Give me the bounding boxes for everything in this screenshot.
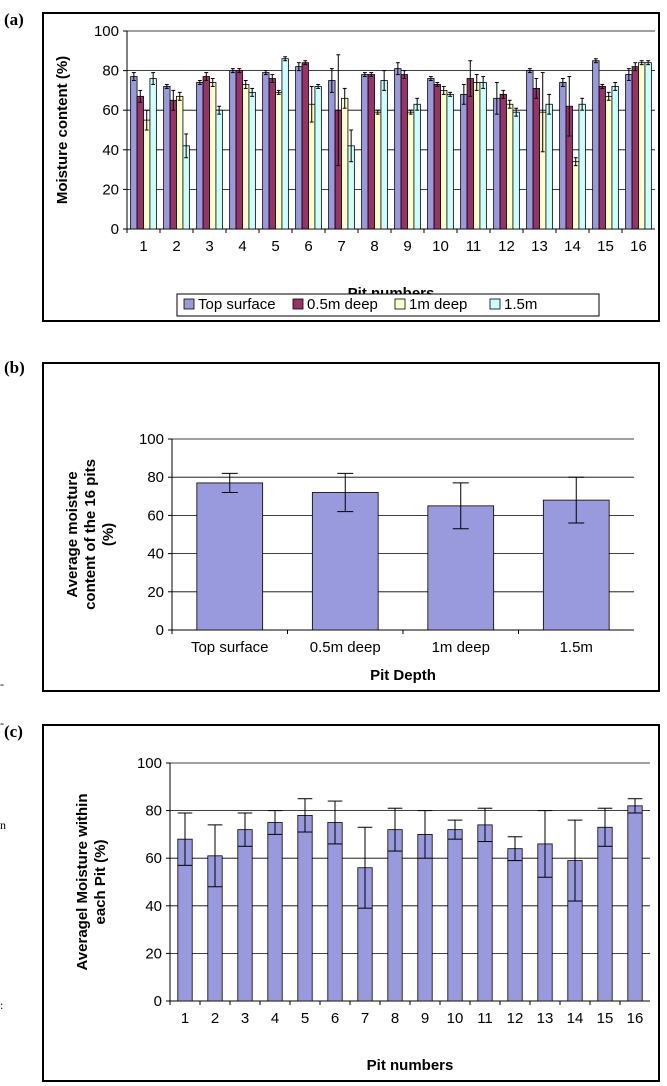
y-axis-title: Moisture content (%) [54, 56, 71, 204]
y-tick-label: 40 [147, 546, 164, 563]
y-axis-title: Averagel Moisture withineach Pit (%) [74, 794, 109, 971]
bar-c-avg-11 [477, 824, 493, 1002]
bar-c-avg-5 [297, 814, 313, 1002]
margin-mark-1: - [0, 677, 4, 691]
y-tick-label: 20 [102, 181, 119, 198]
x-tick-label: 10 [447, 1010, 464, 1027]
y-tick-label: 60 [147, 507, 164, 524]
bar-c-avg-15 [597, 826, 613, 1002]
x-tick-label: 8 [370, 238, 378, 255]
x-tick-label: 4 [238, 238, 246, 255]
panel-b-label: (b) [4, 358, 25, 377]
bar-b-avg-0.5m deep [311, 492, 379, 631]
margin-mark-4: : [0, 998, 4, 1012]
x-tick-label: 9 [403, 238, 411, 255]
bar-c-avg-12 [507, 848, 523, 1002]
x-tick-label: 13 [537, 1010, 554, 1027]
x-tick-label: 1 [139, 238, 147, 255]
x-axis-title: Pit numbers [367, 1057, 454, 1074]
x-tick-label: 7 [361, 1010, 369, 1027]
x-tick-label: 3 [241, 1010, 249, 1027]
x-tick-label: 11 [477, 1010, 493, 1027]
x-tick-label: 8 [391, 1010, 399, 1027]
x-tick-label: 2 [211, 1010, 219, 1027]
x-tick-label: Top surface [191, 639, 269, 656]
y-tick-label: 0 [111, 221, 119, 238]
bar-c-avg-9 [417, 834, 433, 1002]
x-tick-label: 6 [304, 238, 312, 255]
x-tick-label: 14 [564, 238, 581, 255]
x-tick-label: 15 [597, 238, 614, 255]
x-tick-label: 11 [466, 238, 482, 255]
y-axis-title-line: content of the 16 pits [82, 459, 99, 610]
legend-entry: 1m deep [409, 296, 467, 313]
y-tick-label: 40 [102, 142, 119, 159]
bar-c-avg-3 [237, 829, 253, 1002]
y-tick-label: 0 [154, 993, 162, 1010]
legend-entry: 1.5m [504, 296, 537, 313]
y-tick-label: 20 [145, 945, 162, 962]
bar-c-avg-10 [447, 829, 463, 1002]
x-tick-label: 5 [271, 238, 279, 255]
margin-mark-2: - [0, 716, 4, 730]
x-tick-label: 10 [432, 238, 449, 255]
y-tick-label: 0 [156, 622, 164, 639]
x-axis-title: Pit Depth [370, 667, 436, 684]
y-axis-title-line: each Pit (%) [92, 839, 109, 924]
x-tick-label: 7 [337, 238, 345, 255]
legend-entry: Top surface [198, 296, 276, 313]
x-tick-label: 0.5m deep [310, 639, 381, 656]
x-tick-label: 1m deep [432, 639, 490, 656]
x-tick-label: 12 [507, 1010, 524, 1027]
x-tick-label: 5 [301, 1010, 309, 1027]
y-tick-label: 40 [145, 898, 162, 915]
bar-c-avg-8 [387, 829, 403, 1002]
x-tick-label: 6 [331, 1010, 339, 1027]
y-tick-label: 80 [145, 803, 162, 820]
legend-entry: 0.5m deep [307, 296, 378, 313]
x-tick-label: 2 [172, 238, 180, 255]
legend-swatch [292, 298, 304, 310]
y-tick-label: 100 [137, 755, 162, 772]
x-tick-label: 3 [205, 238, 213, 255]
y-tick-label: 80 [102, 63, 119, 80]
panel-a-label: (a) [4, 10, 24, 29]
panel-c-label: (c) [4, 722, 23, 741]
legend-swatch [183, 298, 195, 310]
y-axis-title: Average moisturecontent of the 16 pits(%… [64, 459, 117, 610]
panel-c [42, 724, 660, 1082]
y-axis-title-line: Average moisture [64, 471, 81, 597]
y-tick-label: 80 [147, 469, 164, 486]
y-axis-title-line: Averagel Moisture within [74, 794, 91, 971]
x-tick-label: 1.5m [560, 639, 593, 656]
y-axis-title-line: (%) [100, 523, 117, 546]
bar-c-avg-6 [327, 822, 343, 1002]
x-tick-label: 12 [498, 238, 515, 255]
y-tick-label: 100 [94, 23, 119, 40]
y-axis-title-line: Moisture content (%) [54, 56, 71, 204]
y-tick-label: 60 [145, 850, 162, 867]
x-tick-label: 4 [271, 1010, 279, 1027]
x-tick-label: 1 [181, 1010, 189, 1027]
x-tick-label: 9 [421, 1010, 429, 1027]
bar-c-avg-4 [267, 822, 283, 1002]
y-tick-label: 60 [102, 102, 119, 119]
x-tick-label: 14 [567, 1010, 584, 1027]
margin-mark-3: n [0, 818, 6, 832]
chart-b: 0 20 40 60 80 100 Top surface 0.5m deep 1m deep 1… [64, 431, 634, 684]
y-tick-label: 20 [147, 584, 164, 601]
legend-swatch [394, 298, 406, 310]
x-tick-label: 16 [627, 1010, 644, 1027]
x-tick-label: 13 [531, 238, 548, 255]
legend-swatch [489, 298, 501, 310]
bar-c-avg-16 [627, 805, 643, 1002]
x-tick-label: 15 [597, 1010, 614, 1027]
x-tick-label: 16 [630, 238, 647, 255]
y-tick-label: 100 [139, 431, 164, 448]
